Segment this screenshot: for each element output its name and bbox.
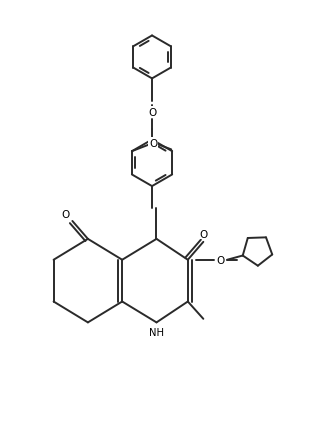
Text: O: O: [199, 229, 208, 239]
Text: O: O: [148, 108, 156, 118]
Text: O: O: [62, 210, 70, 220]
Text: O: O: [217, 255, 225, 265]
Text: O: O: [149, 138, 157, 148]
Text: NH: NH: [149, 327, 164, 337]
